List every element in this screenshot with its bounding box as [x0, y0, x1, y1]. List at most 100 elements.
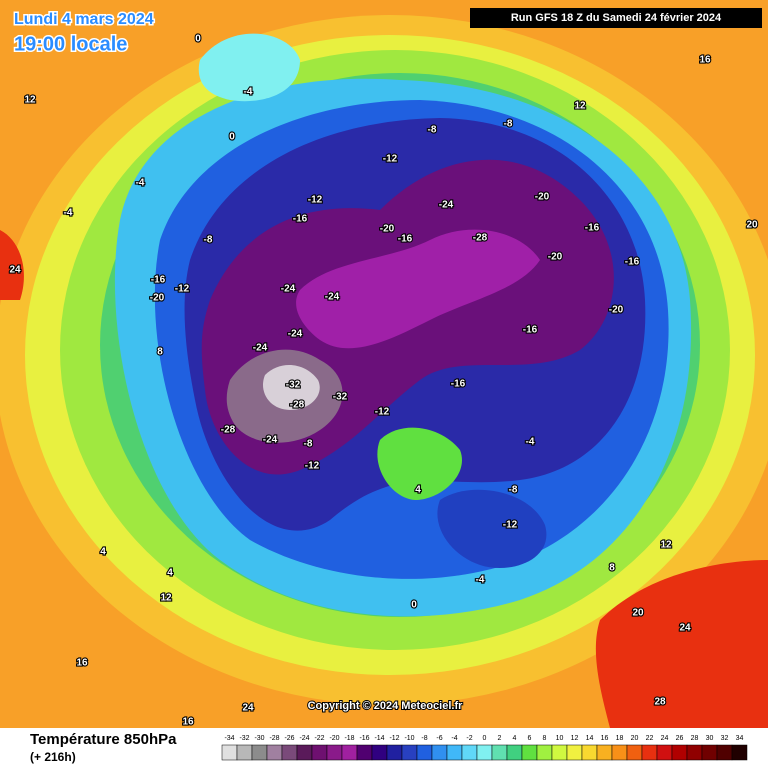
scale-swatch	[431, 744, 448, 761]
scale-label: -14	[374, 735, 384, 742]
scale-label: -10	[404, 735, 414, 742]
scale-label: 0	[483, 735, 487, 742]
field-title: Température 850hPa	[30, 731, 177, 748]
contour-label: 24	[9, 265, 21, 276]
scale-label: 24	[661, 735, 669, 742]
scale-label: -30	[254, 735, 264, 742]
map	[0, 0, 768, 728]
scale-label: -32	[239, 735, 249, 742]
contour-label: -28	[290, 400, 305, 411]
scale-label: -28	[269, 735, 279, 742]
scale-swatch	[461, 744, 478, 761]
contour-label: -16	[451, 379, 466, 390]
scale-swatch	[596, 744, 613, 761]
scale-swatch	[701, 744, 718, 761]
contour-label: -4	[526, 437, 535, 448]
scale-swatch	[671, 744, 688, 761]
scale-label: 12	[571, 735, 579, 742]
contour-label: -8	[509, 485, 518, 496]
contour-label: -24	[263, 435, 278, 446]
scale-swatch	[446, 744, 463, 761]
scale-label: -34	[224, 735, 234, 742]
scale-label: 22	[646, 735, 654, 742]
forecast-date: Lundi 4 mars 2024	[14, 11, 154, 28]
scale-swatch	[716, 744, 733, 761]
scale-label: 28	[691, 735, 699, 742]
scale-label: 26	[676, 735, 684, 742]
scale-swatch	[536, 744, 553, 761]
scale-label: 6	[528, 735, 532, 742]
copyright: Copyright © 2024 Meteociel.fr	[308, 700, 464, 712]
scale-swatch	[401, 744, 418, 761]
scale-swatch	[476, 744, 493, 761]
contour-label: -20	[609, 305, 624, 316]
run-box	[470, 8, 762, 28]
contour-label: 0	[195, 34, 201, 45]
scale-swatch	[416, 744, 433, 761]
scale-swatch	[221, 744, 238, 761]
scale-label: 4	[513, 735, 517, 742]
scale-label: 34	[736, 735, 744, 742]
scale-label: 20	[631, 735, 639, 742]
scale-label: -6	[436, 735, 442, 742]
contour-label: -16	[523, 325, 538, 336]
contour-label: -24	[253, 343, 268, 354]
contour-label: 20	[746, 220, 758, 231]
scale-label: -22	[314, 735, 324, 742]
contour-label: -4	[244, 87, 253, 98]
contour-label: 12	[660, 540, 672, 551]
contour-label: -8	[304, 439, 313, 450]
scale-label: 10	[556, 735, 564, 742]
scale-swatch	[236, 744, 253, 761]
contour-label: 24	[242, 703, 254, 714]
contour-label: -20	[150, 293, 165, 304]
scale-swatch	[581, 744, 598, 761]
contour-label: -8	[428, 125, 437, 136]
contour-label: 20	[632, 608, 644, 619]
scale-label: 32	[721, 735, 729, 742]
contour-label: 12	[24, 95, 36, 106]
contour-label: -32	[333, 392, 348, 403]
scale-swatch	[656, 744, 673, 761]
scale-swatch	[371, 744, 388, 761]
scale-label: -18	[344, 735, 354, 742]
scale-label: 30	[706, 735, 714, 742]
scale-label: -8	[421, 735, 427, 742]
contour-label: -32	[286, 380, 301, 391]
forecast-time: 19:00 locale	[14, 33, 127, 55]
scale-swatch	[686, 744, 703, 761]
contour-label: 16	[699, 55, 711, 66]
scale-label: 2	[498, 735, 502, 742]
scale-swatch	[521, 744, 538, 761]
scale-swatch	[566, 744, 583, 761]
contour-label: -12	[305, 461, 320, 472]
contour-label: -24	[281, 284, 296, 295]
scale-swatch	[311, 744, 328, 761]
scale-swatch	[251, 744, 268, 761]
contour-label: -4	[136, 178, 145, 189]
contour-label: -12	[175, 284, 190, 295]
scale-label: -20	[329, 735, 339, 742]
contour-label: -16	[625, 257, 640, 268]
contour-label: -20	[548, 252, 563, 263]
scale-swatch	[491, 744, 508, 761]
scale-swatch	[326, 744, 343, 761]
scale-label: -16	[359, 735, 369, 742]
contour-label: -12	[375, 407, 390, 418]
contour-label: -12	[383, 154, 398, 165]
contour-label: 12	[160, 593, 172, 604]
contour-label: -4	[476, 575, 485, 586]
scale-label: 16	[601, 735, 609, 742]
contour-label: -24	[439, 200, 454, 211]
scale-label: -24	[299, 735, 309, 742]
scale-swatch	[266, 744, 283, 761]
contour-labels: -40-8-8-12-20-16-24-28-20-16-20 -16-20-16…	[8, 33, 759, 729]
scale-swatch	[551, 744, 568, 761]
scale-label: 18	[616, 735, 624, 742]
scale-swatch	[611, 744, 628, 761]
contour-label: -16	[151, 275, 166, 286]
scale-swatch	[341, 744, 358, 761]
contour-label: -24	[325, 292, 340, 303]
